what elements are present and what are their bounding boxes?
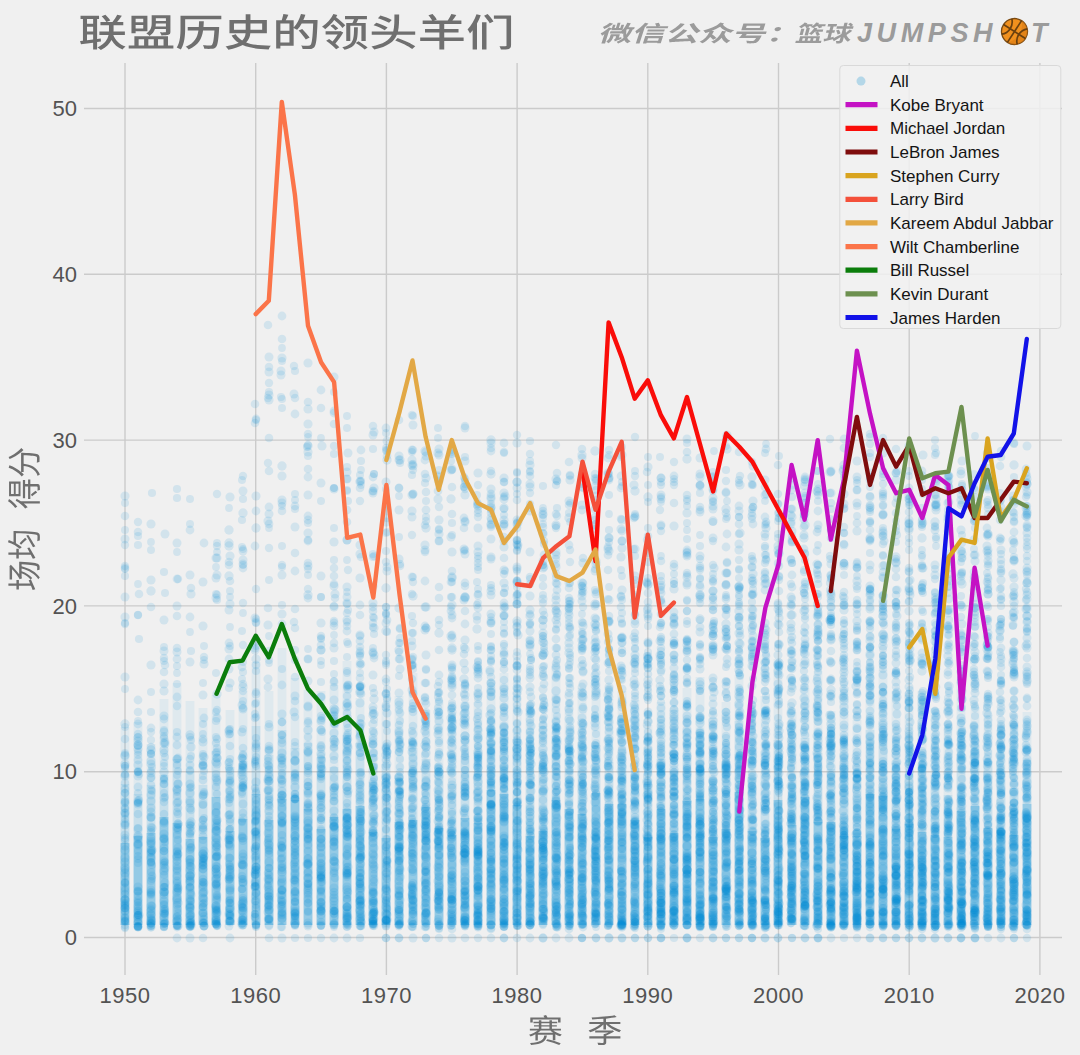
svg-text:LeBron James: LeBron James xyxy=(890,143,1000,162)
svg-text:50: 50 xyxy=(53,96,77,121)
svg-text:2020: 2020 xyxy=(1014,983,1065,1008)
svg-text:Stephen Curry: Stephen Curry xyxy=(890,167,1000,186)
svg-text:1990: 1990 xyxy=(622,983,673,1008)
svg-text:Kareem Abdul Jabbar: Kareem Abdul Jabbar xyxy=(890,214,1054,233)
svg-text:20: 20 xyxy=(53,594,77,619)
svg-text:Kevin Durant: Kevin Durant xyxy=(890,285,989,304)
svg-text:Bill Russel: Bill Russel xyxy=(890,261,969,280)
svg-text:40: 40 xyxy=(53,262,77,287)
svg-text:30: 30 xyxy=(53,428,77,453)
svg-text:2000: 2000 xyxy=(753,983,804,1008)
svg-text:Larry Bird: Larry Bird xyxy=(890,190,964,209)
svg-text:2010: 2010 xyxy=(884,983,935,1008)
svg-text:James Harden: James Harden xyxy=(890,309,1001,328)
svg-text:Michael Jordan: Michael Jordan xyxy=(890,119,1005,138)
svg-text:1970: 1970 xyxy=(361,983,412,1008)
svg-text:0: 0 xyxy=(65,925,77,950)
svg-text:Wilt Chamberline: Wilt Chamberline xyxy=(890,238,1019,257)
svg-text:1950: 1950 xyxy=(100,983,151,1008)
svg-text:1980: 1980 xyxy=(492,983,543,1008)
svg-text:T: T xyxy=(1031,18,1050,48)
svg-text:JUMPSH: JUMPSH xyxy=(857,18,997,48)
svg-text:10: 10 xyxy=(53,759,77,784)
svg-text:Kobe Bryant: Kobe Bryant xyxy=(890,96,984,115)
svg-text:All: All xyxy=(890,72,909,91)
svg-text:1960: 1960 xyxy=(230,983,281,1008)
